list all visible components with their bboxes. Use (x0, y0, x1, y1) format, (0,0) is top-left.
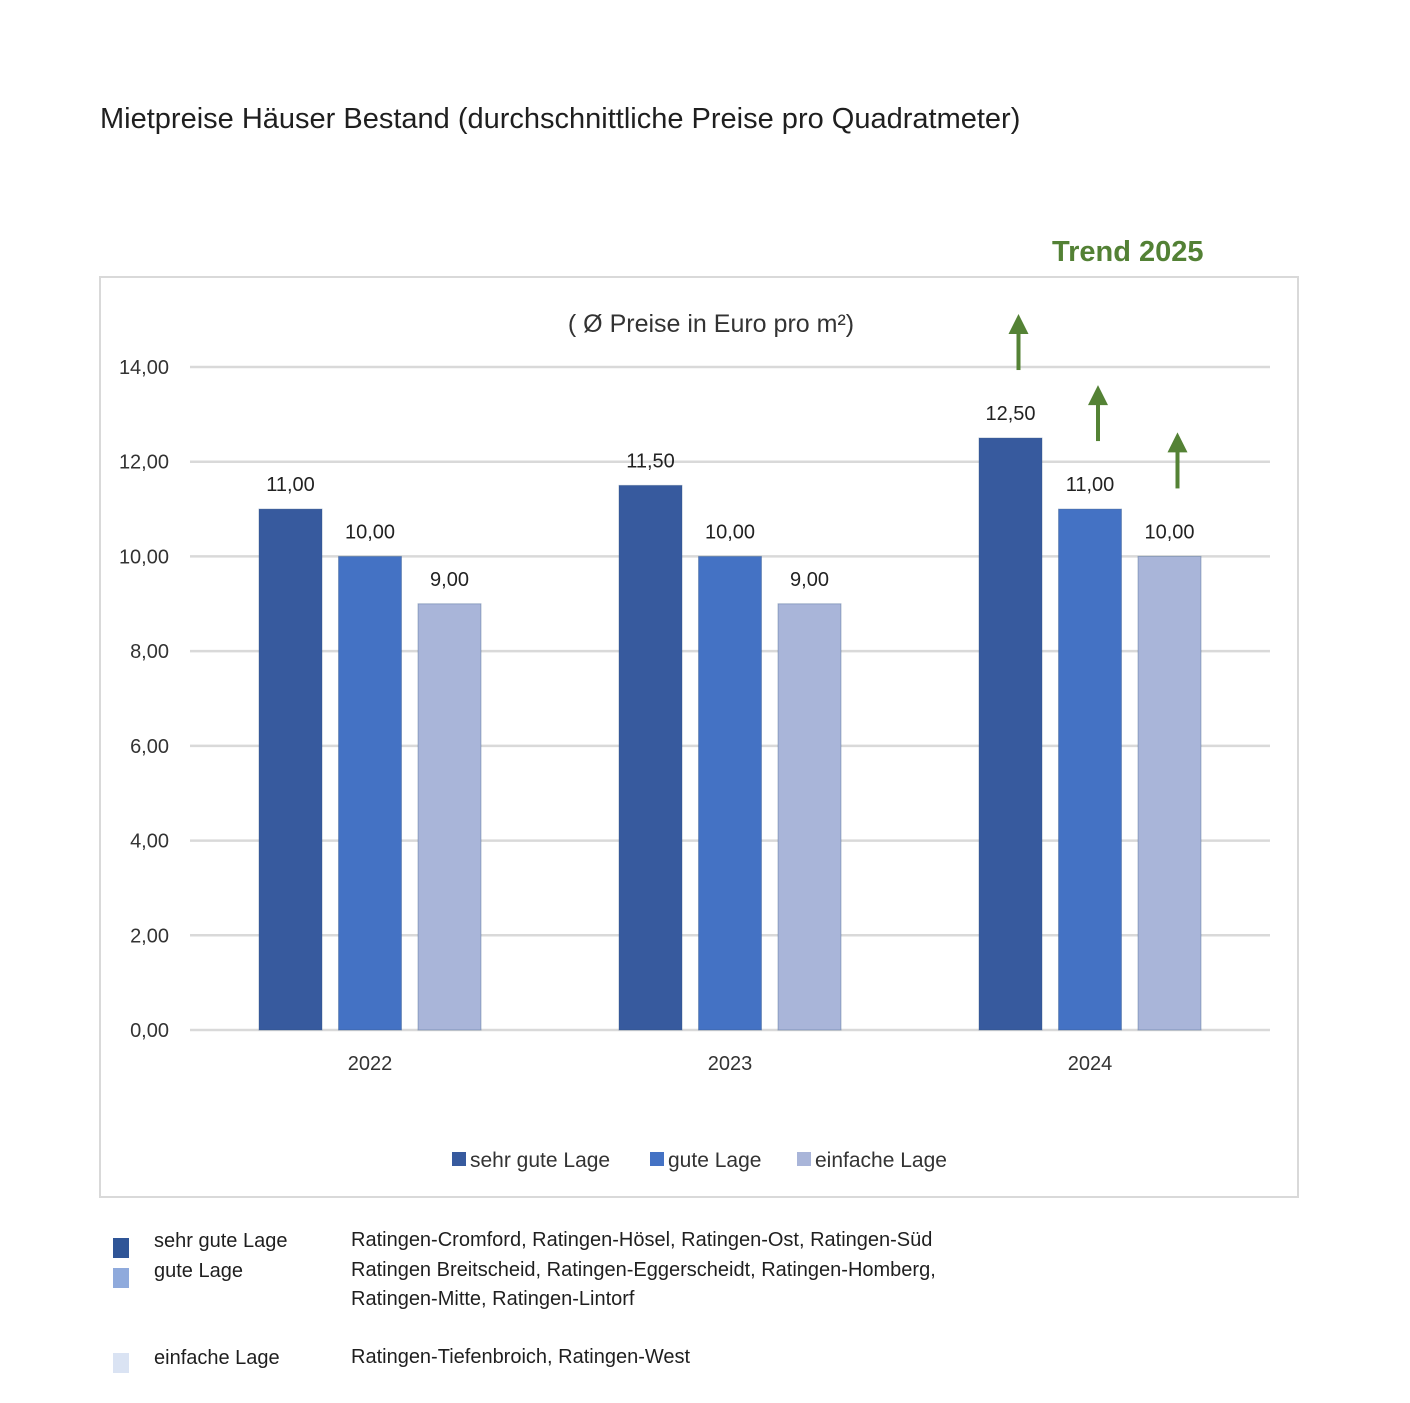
trend-arrow-head (1088, 385, 1108, 406)
data-label: 11,50 (626, 450, 675, 472)
key-row-gute-lage: gute Lage Ratingen Breitscheid, Ratingen… (0, 1256, 1410, 1316)
key-swatch-gute-lage (113, 1268, 129, 1288)
key-swatch-sehr-gute-lage (113, 1238, 129, 1258)
bar (338, 555, 402, 1031)
bar (258, 508, 323, 1031)
key-districts: Ratingen-Tiefenbroich, Ratingen-West (351, 1346, 691, 1368)
x-tick-label: 2024 (1068, 1053, 1113, 1075)
key-name: gute Lage (154, 1260, 243, 1282)
legend-label: gute Lage (668, 1149, 761, 1172)
legend-swatch (452, 1152, 466, 1166)
chart-subtitle: ( Ø Preise in Euro pro m²) (568, 310, 854, 338)
data-label: 9,00 (790, 569, 829, 591)
bar (1137, 555, 1202, 1031)
legend-swatch (797, 1152, 811, 1166)
key-row-einfache-lage: einfache Lage Ratingen-Tiefenbroich, Rat… (0, 1343, 1410, 1403)
data-label: 11,00 (266, 474, 315, 496)
key-row-sehr-gute-lage: sehr gute Lage Ratingen-Cromford, Rating… (0, 1226, 1410, 1286)
bar (417, 603, 482, 1031)
y-tick-label: 10,00 (119, 546, 169, 568)
trend-label: Trend 2025 (1052, 236, 1204, 268)
x-tick-label: 2023 (708, 1053, 753, 1075)
y-tick-label: 2,00 (130, 925, 169, 947)
trend-arrow-head (1167, 432, 1188, 453)
bar (1058, 508, 1122, 1031)
y-tick-label: 12,00 (119, 452, 169, 474)
district-key: sehr gute Lage Ratingen-Cromford, Rating… (0, 1226, 1410, 1396)
bar (777, 603, 842, 1031)
key-districts: Ratingen-Cromford, Ratingen-Hösel, Ratin… (351, 1229, 933, 1251)
data-label: 12,50 (985, 403, 1035, 425)
bar (698, 555, 762, 1031)
data-label: 10,00 (1144, 521, 1194, 543)
key-name: einfache Lage (154, 1347, 280, 1369)
bar (978, 437, 1043, 1031)
trend-arrow-head (1008, 314, 1029, 335)
bar-chart: ( Ø Preise in Euro pro m²) 0,00 2,00 4,00 6,… (119, 310, 1270, 1172)
y-tick-label: 0,00 (130, 1020, 169, 1042)
data-label: 10,00 (345, 521, 395, 543)
y-tick-label: 4,00 (130, 831, 169, 853)
y-tick-label: 14,00 (119, 357, 169, 379)
data-label: 11,00 (1066, 474, 1115, 496)
legend-label: sehr gute Lage (470, 1149, 610, 1172)
legend-label: einfache Lage (815, 1149, 947, 1172)
x-tick-label: 2022 (348, 1053, 393, 1075)
data-label: 9,00 (430, 569, 469, 591)
y-tick-label: 8,00 (130, 641, 169, 663)
key-name: sehr gute Lage (154, 1230, 288, 1252)
bar (618, 484, 683, 1031)
key-swatch-einfache-lage (113, 1353, 129, 1373)
key-districts: Ratingen Breitscheid, Ratingen-Eggersche… (351, 1259, 936, 1310)
data-label: 10,00 (705, 521, 755, 543)
page-title: Mietpreise Häuser Bestand (durchschnittl… (100, 103, 1021, 135)
legend-swatch (650, 1152, 664, 1166)
y-tick-label: 6,00 (130, 736, 169, 758)
